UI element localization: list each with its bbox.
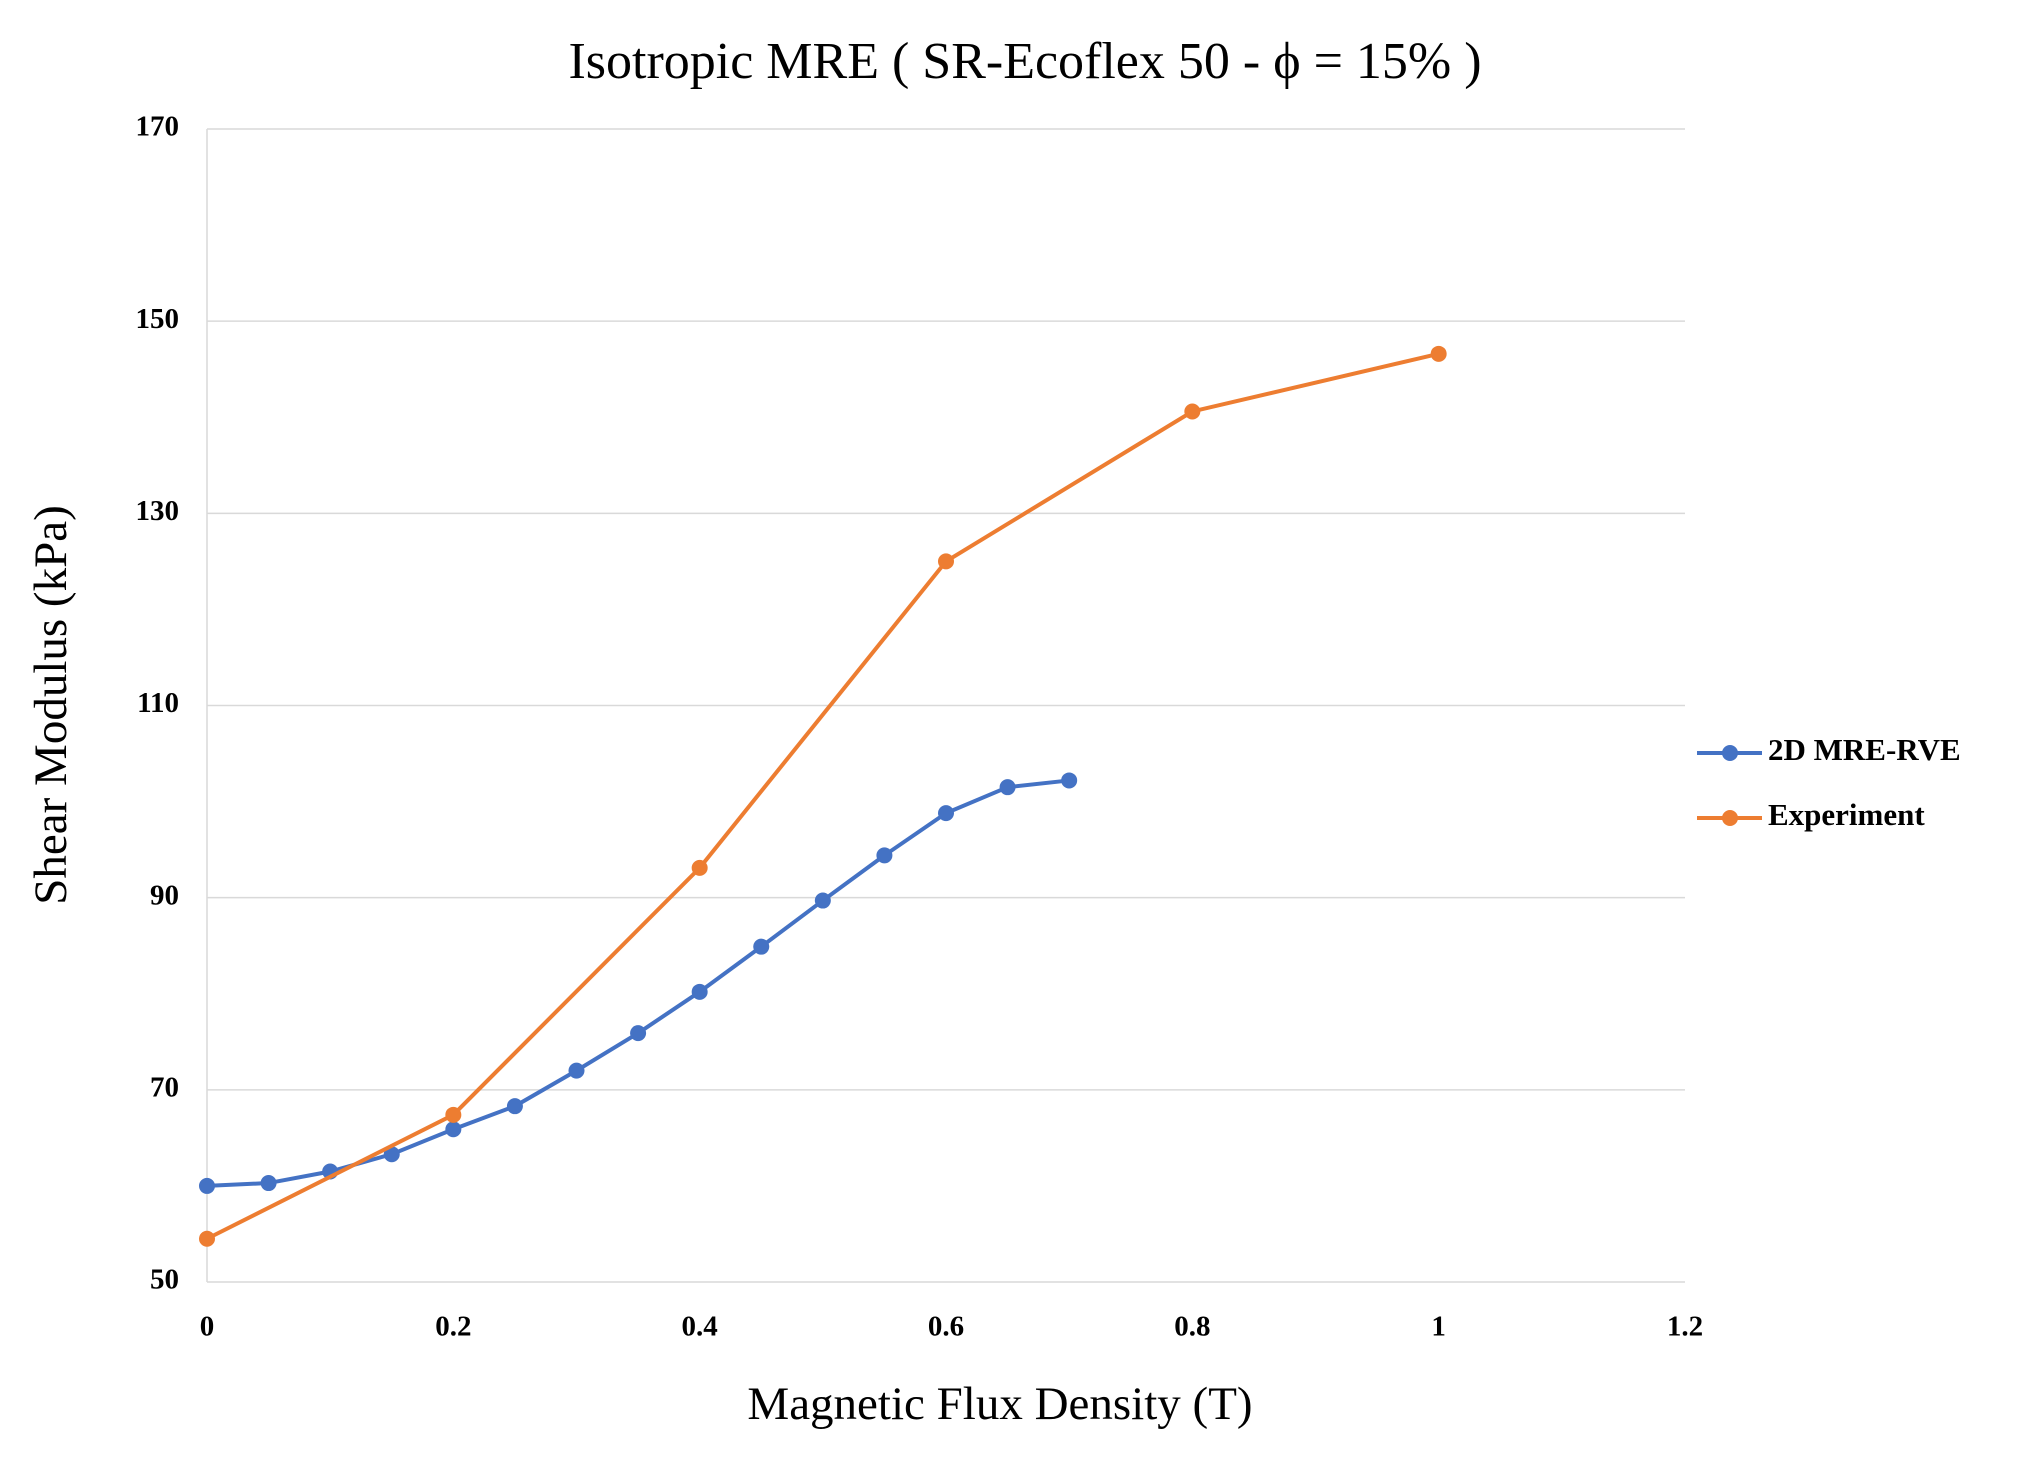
data-point <box>199 1177 215 1194</box>
data-point <box>199 1230 215 1247</box>
data-point <box>383 1146 400 1163</box>
data-point <box>691 859 708 876</box>
x-tick-label: 0.8 <box>1174 1311 1210 1343</box>
data-point <box>630 1025 647 1042</box>
x-tick-label: 1 <box>1431 1311 1446 1343</box>
data-point <box>1184 403 1201 420</box>
x-tick-label: 0.2 <box>435 1311 471 1343</box>
series-line <box>206 778 1070 1188</box>
y-tick-label: 90 <box>150 879 179 911</box>
legend-label: Experiment <box>1768 797 1925 832</box>
legend-marker <box>1722 810 1738 826</box>
data-point <box>260 1175 277 1192</box>
data-point <box>445 1121 462 1138</box>
data-point <box>1430 345 1447 362</box>
data-point <box>814 892 831 909</box>
y-tick-label: 50 <box>150 1264 179 1296</box>
x-tick-label: 1.2 <box>1667 1311 1703 1343</box>
data-point <box>445 1106 462 1123</box>
data-point <box>1061 772 1078 789</box>
y-tick-label: 150 <box>136 303 180 335</box>
x-axis-label: Magnetic Flux Density (T) <box>747 1378 1252 1430</box>
y-tick-label: 70 <box>150 1071 179 1103</box>
x-tick-label: 0.4 <box>682 1311 718 1343</box>
y-tick-label: 130 <box>136 495 180 527</box>
data-point <box>938 805 954 822</box>
y-tick-label: 170 <box>136 111 180 143</box>
data-point <box>753 938 770 955</box>
y-axis-label: Shear Modulus (kPa) <box>25 505 77 904</box>
data-point <box>691 983 708 1000</box>
legend-label: 2D MRE-RVE <box>1768 732 1961 767</box>
data-point <box>938 553 954 570</box>
x-tick-label: 0.6 <box>928 1311 964 1343</box>
data-point <box>999 779 1016 796</box>
series-line <box>206 351 1440 1241</box>
data-point <box>568 1062 585 1079</box>
x-tick-label: 0 <box>200 1311 215 1343</box>
y-tick-label: 110 <box>137 687 179 719</box>
legend-marker <box>1722 745 1738 761</box>
chart-title: Isotropic MRE ( SR-Ecoflex 50 - ϕ = 15% … <box>568 33 1481 90</box>
data-point <box>506 1098 523 1115</box>
data-point <box>876 847 893 864</box>
